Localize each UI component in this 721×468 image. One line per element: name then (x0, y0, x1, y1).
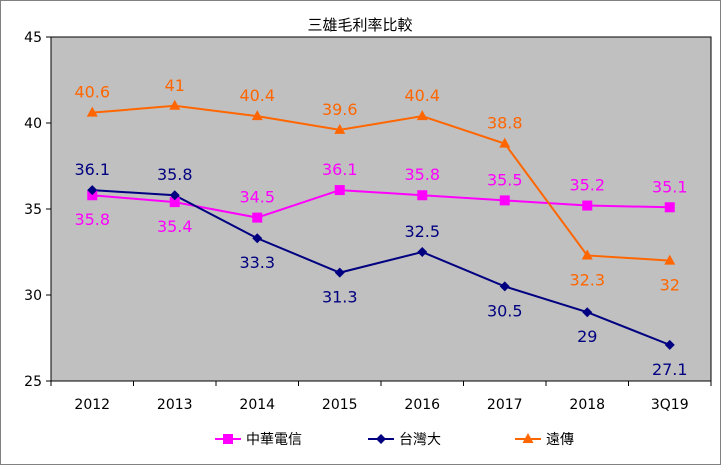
data-label: 35.4 (157, 217, 193, 236)
triangle-marker (522, 433, 534, 443)
triangle-marker (251, 110, 263, 121)
triangle-marker (416, 110, 428, 121)
diamond-marker (499, 281, 510, 292)
data-label: 33.3 (239, 253, 275, 272)
square-marker (664, 202, 675, 213)
data-label: 32 (660, 276, 680, 295)
data-label: 35.8 (157, 165, 193, 184)
data-label: 35.5 (487, 170, 523, 189)
data-label: 36.1 (322, 160, 358, 179)
legend-label: 中華電信 (246, 432, 302, 448)
y-tick-label: 35 (24, 202, 42, 218)
y-tick-label: 40 (24, 116, 42, 132)
x-tick-label: 2017 (487, 397, 523, 413)
y-tick-label: 30 (24, 288, 42, 304)
square-marker (223, 434, 233, 444)
series-lines (92, 104, 671, 346)
data-labels: 35.8 35.4 34.5 36.1 35.8 35.5 35.2 35.1 36.1 35.8… (74, 76, 687, 379)
y-tick-label: 45 (24, 30, 42, 46)
diamond-marker (664, 339, 675, 350)
data-label: 32.5 (404, 222, 440, 241)
diamond-marker (376, 434, 386, 444)
square-marker (252, 212, 263, 223)
data-label: 35.1 (652, 177, 688, 196)
data-label: 40.6 (74, 83, 110, 102)
y-tick-label: 25 (24, 374, 42, 390)
data-label: 34.5 (239, 188, 275, 207)
square-marker (499, 195, 510, 206)
data-label: 35.8 (404, 165, 440, 184)
data-label: 30.5 (487, 301, 523, 320)
legend: 中華電信 台灣大 遠傳 (215, 432, 574, 448)
diamond-marker (169, 190, 180, 201)
legend-label: 台灣大 (399, 432, 441, 448)
triangle-marker (334, 123, 346, 134)
data-label: 39.6 (322, 100, 358, 119)
chart-title: 三雄毛利率比較 (307, 16, 412, 34)
triangle-marker (581, 249, 593, 260)
x-tick-label: 2016 (404, 397, 440, 413)
square-marker (582, 200, 593, 211)
data-label: 35.8 (74, 210, 110, 229)
x-tick-label: 2014 (239, 397, 275, 413)
diamond-marker (334, 267, 345, 278)
square-marker (87, 190, 98, 201)
triangle-marker (499, 137, 511, 148)
series-line (92, 189, 671, 346)
legend-label: 遠傳 (546, 432, 574, 448)
data-label: 29 (577, 327, 597, 346)
diamond-marker (417, 247, 428, 257)
data-label: 40.4 (239, 86, 275, 105)
diamond-marker (252, 233, 263, 244)
series-line (92, 189, 670, 219)
data-label: 41 (165, 76, 185, 95)
x-axis: 2012 2013 2014 2015 2016 2017 2018 3Q19 (50, 381, 712, 413)
data-label: 40.4 (404, 86, 440, 105)
triangle-marker (86, 106, 98, 117)
series-markers (86, 99, 676, 350)
plot-area (50, 36, 712, 382)
x-tick-label: 2015 (322, 397, 358, 413)
x-tick-label: 2013 (157, 397, 193, 413)
data-label: 31.3 (322, 288, 358, 307)
data-label: 35.2 (569, 176, 605, 195)
data-label: 27.1 (652, 360, 688, 379)
x-tick-label: 2018 (569, 397, 605, 413)
diamond-marker (582, 307, 593, 318)
diamond-marker (87, 185, 98, 196)
square-marker (417, 190, 428, 201)
x-tick-label: 2012 (74, 397, 110, 413)
data-label: 36.1 (74, 160, 110, 179)
square-marker (334, 185, 345, 196)
data-label: 32.3 (569, 270, 605, 289)
x-tick-label: 3Q19 (651, 397, 689, 413)
y-axis: 25 30 35 40 45 (24, 30, 51, 390)
series-line (92, 104, 670, 262)
data-label: 38.8 (487, 114, 523, 133)
triangle-marker (169, 99, 181, 110)
triangle-marker (664, 254, 676, 265)
square-marker (169, 197, 180, 208)
